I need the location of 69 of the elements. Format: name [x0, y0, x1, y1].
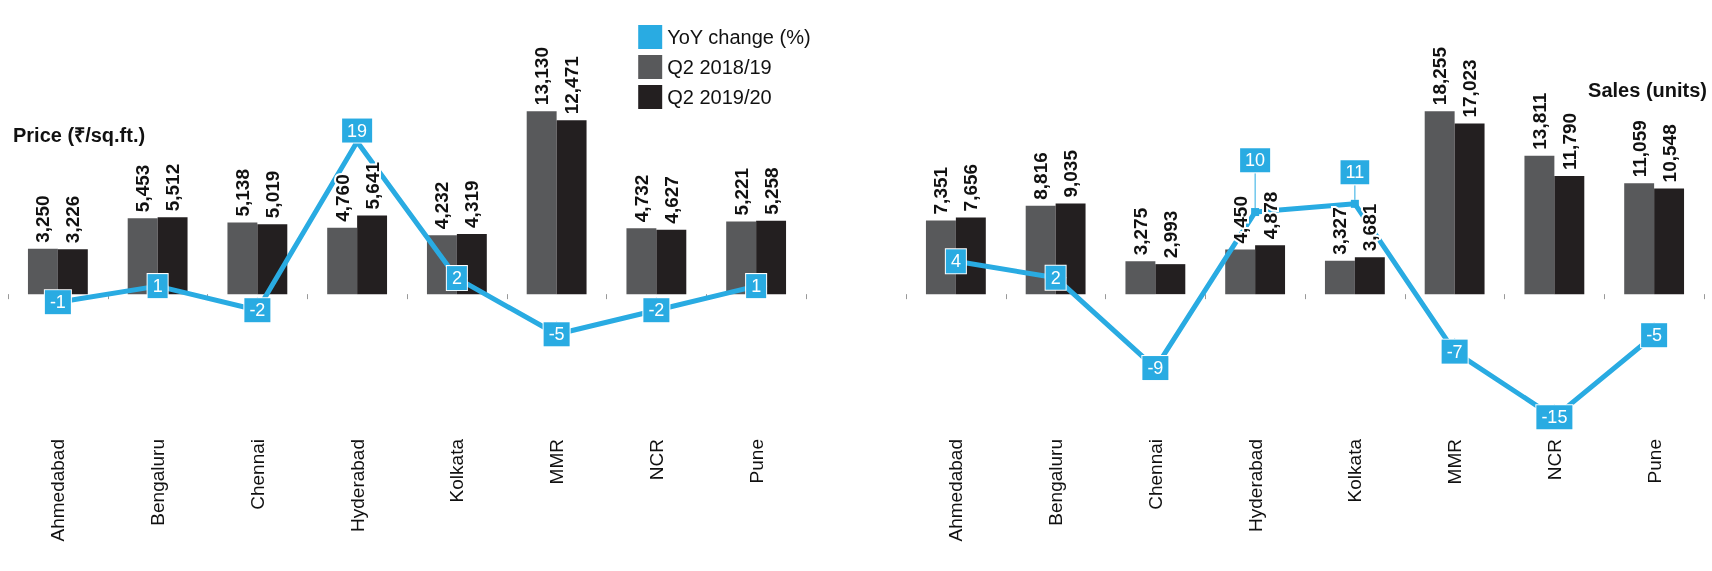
x-tick-label: Ahmedabad [945, 439, 967, 542]
x-tick-label: NCR [645, 439, 667, 481]
x-tick-label: MMR [1444, 439, 1466, 485]
data-label: -15 [1541, 407, 1568, 428]
data-label: 19 [347, 120, 368, 141]
data-label: -2 [249, 300, 266, 321]
data-label: 4,760 [331, 174, 353, 222]
data-label: 3,226 [62, 195, 84, 244]
data-label: 5,512 [162, 163, 184, 212]
data-label: -7 [1446, 341, 1463, 362]
x-tick-label: Chennai [1144, 439, 1166, 510]
data-label: 11,059 [1628, 120, 1650, 178]
data-label: 1 [152, 276, 163, 297]
data-label: 18,255 [1429, 46, 1451, 106]
data-label: 9,035 [1060, 149, 1082, 198]
data-label: 2 [1050, 267, 1061, 288]
data-label: 4,232 [431, 181, 453, 230]
data-label: 5,641 [361, 161, 383, 210]
data-label: 17,023 [1459, 59, 1481, 118]
data-label: -5 [548, 324, 565, 345]
data-label: 2,993 [1159, 210, 1181, 259]
data-label: 11 [1345, 162, 1365, 183]
data-label: 5,258 [760, 167, 782, 215]
x-tick-label: MMR [546, 439, 568, 485]
data-label: 5,221 [730, 167, 752, 216]
data-label: 4,732 [630, 174, 652, 223]
data-label: 4,450 [1229, 196, 1251, 244]
data-label: 13,130 [531, 47, 553, 106]
data-label: -2 [648, 300, 665, 321]
data-label: 11,790 [1558, 112, 1580, 170]
legend-label: Q2 2018/19 [667, 56, 772, 78]
data-label: 7,656 [960, 163, 982, 212]
data-label: 4,319 [461, 180, 483, 228]
data-label: 4,878 [1259, 191, 1281, 240]
data-label: 4,627 [660, 176, 682, 224]
data-label: 10 [1245, 150, 1266, 171]
data-label: -1 [49, 292, 66, 313]
data-label: 4 [950, 251, 961, 272]
data-label: 3,681 [1359, 203, 1381, 252]
data-label: 1 [751, 276, 762, 297]
data-label: -9 [1147, 358, 1164, 379]
x-tick-label: Kolkata [1344, 438, 1366, 503]
chart-title: Sales (units) [1588, 79, 1707, 101]
x-tick-label: NCR [1543, 439, 1565, 481]
x-tick-label: Kolkata [446, 438, 468, 503]
data-label: 13,811 [1528, 92, 1550, 150]
x-tick-label: Chennai [246, 439, 268, 510]
data-label: -5 [1646, 325, 1663, 346]
x-tick-label: Bengaluru [1045, 439, 1067, 526]
data-label: 5,453 [132, 164, 154, 213]
legend-label: Q2 2019/20 [667, 86, 772, 108]
data-label: 3,275 [1129, 207, 1151, 256]
data-label: 8,816 [1030, 152, 1052, 200]
data-label: 3,250 [32, 195, 54, 243]
data-label: 10,548 [1658, 124, 1680, 183]
text: Price (₹/sq.ft.) [13, 124, 146, 146]
x-tick-label: Pune [745, 439, 767, 484]
x-tick-label: Bengaluru [147, 439, 169, 526]
x-tick-label: Hyderabad [1244, 439, 1266, 532]
data-label: 3,327 [1329, 207, 1351, 255]
data-label: 12,471 [561, 55, 583, 115]
data-label: 2 [451, 268, 462, 289]
x-tick-label: Hyderabad [346, 439, 368, 532]
data-label: 7,351 [930, 166, 952, 215]
legend-label: YoY change (%) [667, 26, 811, 48]
x-tick-label: Pune [1643, 439, 1665, 484]
x-tick-label: Ahmedabad [47, 439, 69, 542]
data-label: 5,019 [261, 170, 283, 219]
data-label: 5,138 [231, 169, 253, 217]
